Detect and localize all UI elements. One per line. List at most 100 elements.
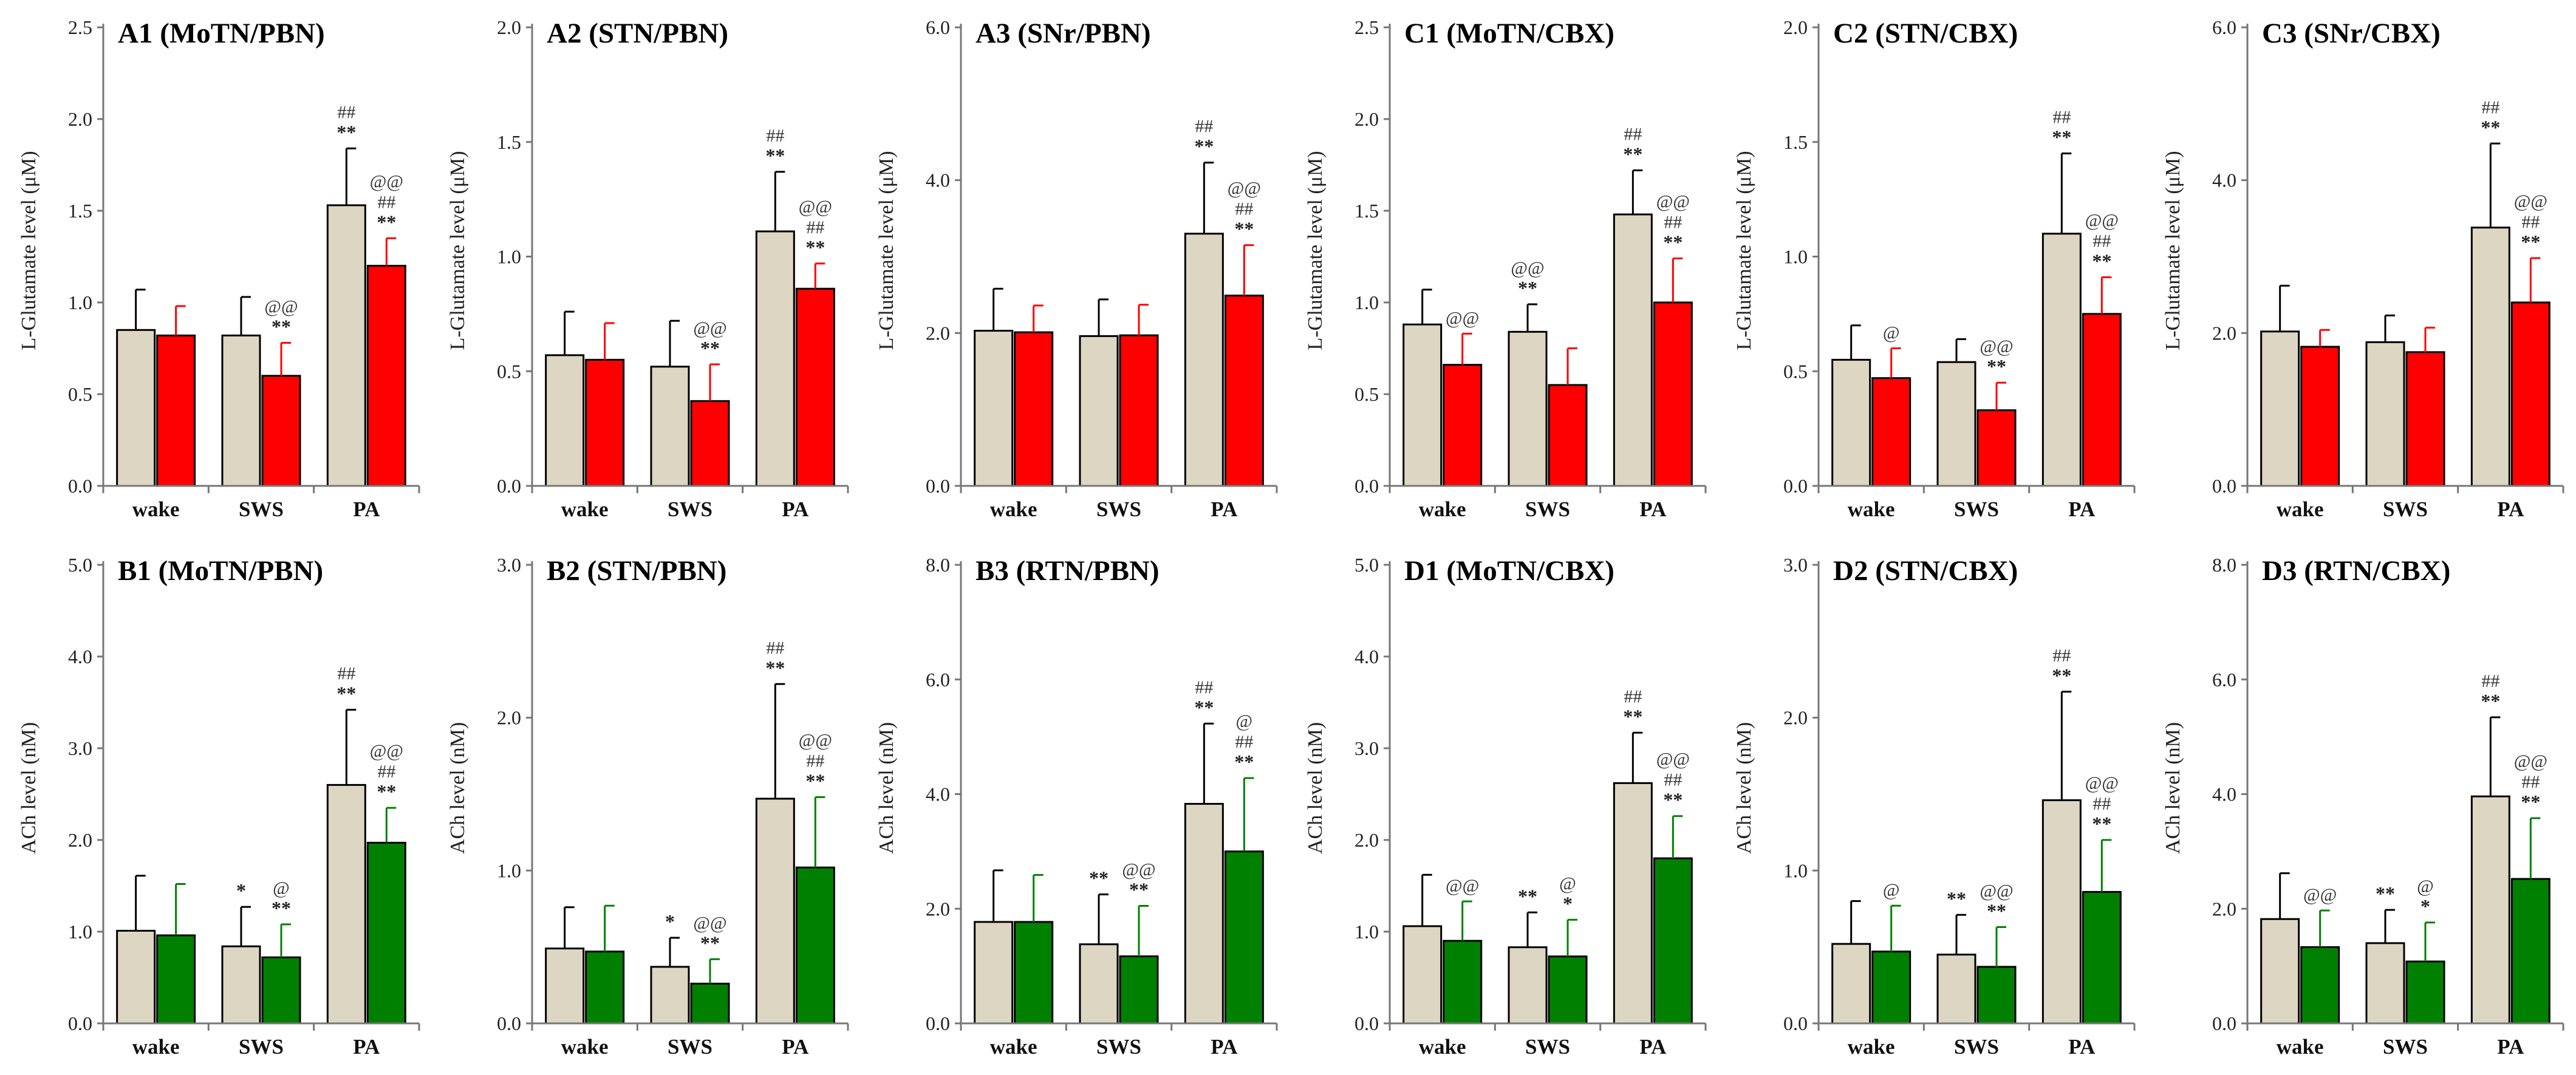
y-tick-label: 2.0	[68, 829, 92, 851]
bar-control-wake	[1831, 358, 1871, 487]
y-tick-label: 0.0	[1783, 1012, 1808, 1034]
significance-mark: **	[272, 897, 291, 919]
significance-mark: **	[2092, 813, 2111, 834]
bar-control-wake	[1831, 943, 1871, 1025]
bar-control-pa	[2041, 233, 2082, 487]
bar-treated-wake	[2300, 946, 2340, 1025]
significance-mark: @@	[370, 171, 403, 191]
significance-mark: @@	[799, 197, 832, 217]
significance-mark: ##	[806, 751, 824, 771]
x-category-label: wake	[1419, 497, 1466, 521]
panel-title: D2 (STN/CBX)	[1833, 555, 2018, 587]
chart-svg: 0.0 2.0 4.0 6.0 8.0 ACh level (nM) wake SWS PA **…	[875, 554, 1278, 1059]
y-tick-label: 4.0	[926, 783, 950, 805]
bar-treated-pa	[366, 265, 406, 487]
y-axis-label: L-Glutamate level (μM)	[2162, 151, 2184, 350]
significance-mark: ##	[337, 664, 355, 684]
significance-mark: ##	[2052, 108, 2071, 128]
significance-mark: ##	[1195, 677, 1213, 697]
significance-mark: @@	[693, 913, 726, 933]
y-tick-label: 5.0	[1355, 554, 1379, 576]
bar-treated-wake	[1871, 377, 1912, 487]
significance-mark: **	[2481, 116, 2500, 138]
y-tick-label: 1.5	[497, 131, 521, 153]
chart-svg: 0.0 0.5 1.0 1.5 2.0 2.5 L-Glutamate level (μM)…	[1304, 16, 1707, 521]
x-category-label: wake	[1419, 1035, 1466, 1059]
bar-treated-sws	[1548, 955, 1588, 1025]
significance-mark: **	[1129, 879, 1149, 901]
chart-panel-a2: 0.0 0.5 1.0 1.5 2.0 L-Glutamate level (μM) wak…	[429, 0, 857, 538]
chart-panel-a1: 0.0 0.5 1.0 1.5 2.0 2.5 L-Glutamate level (μM)…	[0, 0, 428, 538]
significance-mark: @@	[1511, 258, 1544, 278]
significance-mark: @	[2417, 876, 2434, 896]
chart-panel-b1: 0.0 1.0 2.0 3.0 4.0 5.0 ACh level (nM) wake SWS P…	[0, 538, 428, 1075]
bar-treated-wake	[1871, 950, 1912, 1025]
significance-mark: @@	[2085, 773, 2119, 793]
bar-treated-sws	[1119, 955, 1159, 1025]
significance-mark: ##	[1235, 199, 1253, 219]
y-tick-label: 1.0	[1355, 921, 1379, 943]
bar-treated-pa	[795, 287, 835, 487]
bar-control-wake	[2260, 330, 2300, 487]
y-tick-label: 2.5	[1355, 16, 1379, 38]
significance-mark: *	[2421, 895, 2430, 917]
y-tick-label: 0.0	[2212, 475, 2236, 497]
significance-mark: @@	[264, 296, 298, 316]
significance-mark: ##	[2481, 671, 2499, 691]
x-category-label: wake	[990, 1035, 1037, 1059]
y-tick-label: 0.0	[1355, 1012, 1379, 1034]
x-category-label: wake	[2277, 1035, 2324, 1059]
panel-title: D3 (RTN/CBX)	[2262, 555, 2450, 587]
x-category-label: SWS	[1954, 1035, 1999, 1059]
x-category-label: wake	[2277, 497, 2324, 521]
significance-mark: @@	[1446, 876, 1479, 896]
x-category-label: SWS	[2383, 497, 2428, 521]
bar-treated-wake	[1443, 364, 1483, 487]
bar-treated-pa	[2082, 891, 2122, 1025]
bar-control-wake	[545, 947, 585, 1025]
y-tick-label: 6.0	[926, 16, 950, 38]
bar-control-pa	[2470, 795, 2510, 1025]
significance-mark: ##	[2521, 772, 2540, 792]
bar-treated-pa	[1224, 295, 1264, 487]
bar-control-sws	[221, 334, 261, 487]
x-category-label: wake	[1848, 1035, 1895, 1059]
significance-mark: @	[1883, 323, 1900, 343]
significance-mark: ##	[377, 762, 395, 782]
significance-mark: @@	[1980, 336, 2013, 357]
significance-mark: **	[377, 211, 396, 233]
chart-panel-d1: 0.0 1.0 2.0 3.0 4.0 5.0 ACh level (nM) wake SWS P…	[1286, 538, 1715, 1075]
significance-mark: @@	[370, 741, 403, 761]
chart-panel-a3: 0.0 2.0 4.0 6.0 L-Glutamate level (μM) wake SW…	[858, 0, 1286, 538]
significance-mark: ##	[766, 126, 784, 146]
significance-mark: **	[2521, 231, 2540, 253]
x-category-label: SWS	[668, 497, 712, 521]
y-tick-label: 2.0	[1355, 108, 1379, 130]
bar-treated-wake	[1014, 921, 1054, 1025]
y-tick-label: 3.0	[1783, 554, 1808, 576]
y-tick-label: 2.0	[497, 707, 521, 729]
significance-mark: *	[1563, 892, 1573, 914]
chart-panel-c2: 0.0 0.5 1.0 1.5 2.0 L-Glutamate level (μM) wak…	[1715, 0, 2144, 538]
y-tick-label: 1.0	[1783, 246, 1808, 268]
x-category-label: SWS	[239, 497, 284, 521]
chart-panel-d2: 0.0 1.0 2.0 3.0 ACh level (nM) wake SWS PA @ ** @@…	[1715, 538, 2144, 1075]
bar-control-sws	[1508, 946, 1548, 1025]
significance-mark: @@	[2514, 751, 2547, 771]
bar-treated-sws	[2405, 351, 2445, 487]
y-tick-label: 0.0	[497, 475, 521, 497]
y-tick-label: 2.0	[2212, 322, 2236, 344]
significance-mark: **	[1194, 135, 1214, 157]
y-tick-label: 6.0	[926, 669, 950, 691]
x-category-label: SWS	[239, 1035, 284, 1059]
y-tick-label: 0.0	[2212, 1012, 2236, 1034]
significance-mark: **	[272, 315, 291, 337]
significance-mark: @@	[1228, 179, 1261, 199]
significance-mark: ##	[1664, 213, 1682, 233]
significance-mark: @@	[1980, 881, 2013, 901]
x-category-label: SWS	[668, 1035, 712, 1059]
significance-mark: **	[1623, 143, 1642, 165]
